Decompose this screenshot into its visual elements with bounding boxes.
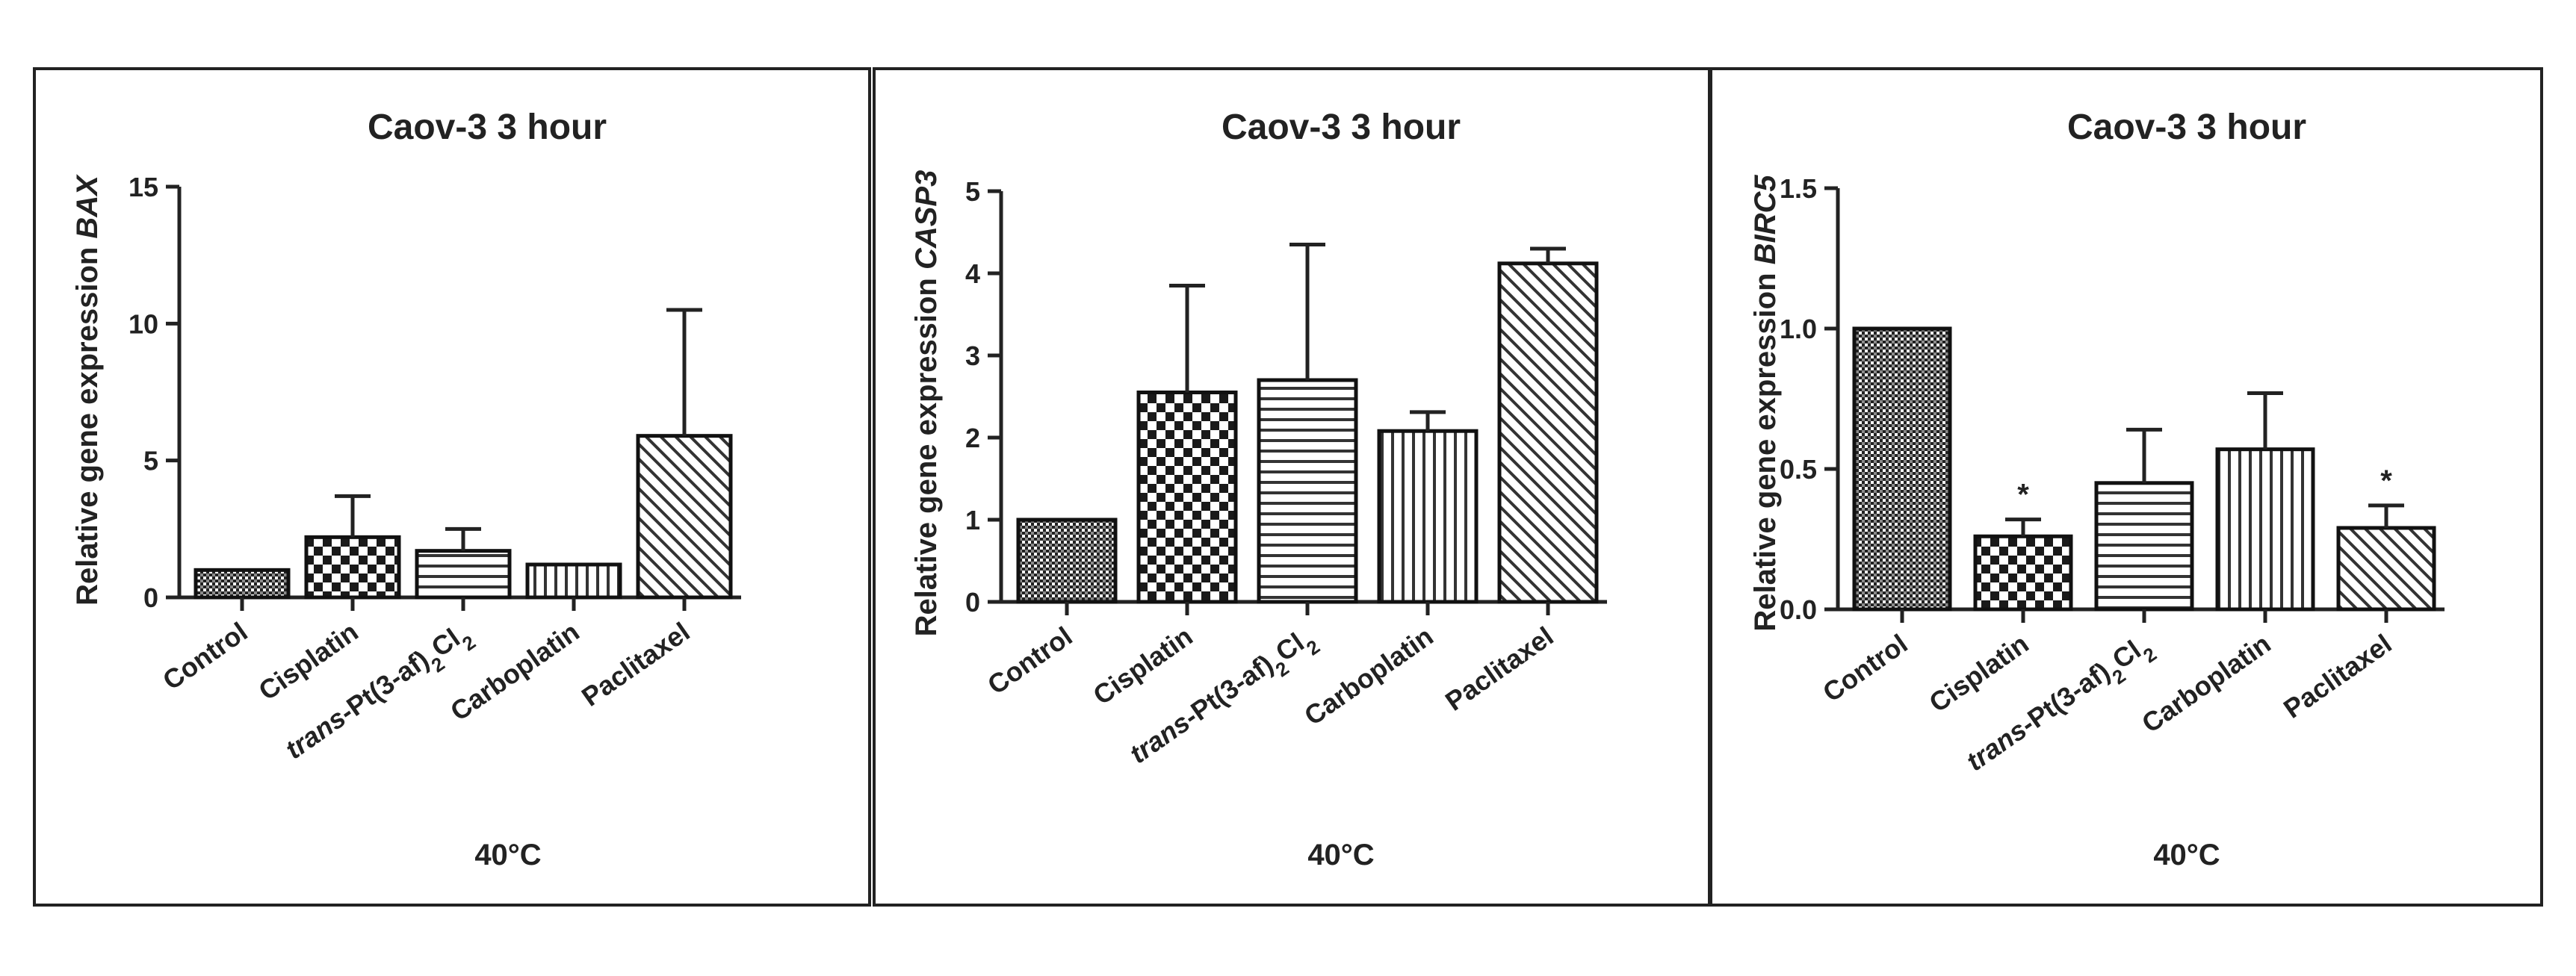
y-axis-label-bax-text: Relative gene expression [71,239,104,606]
bar-birc5-0 [1852,326,1952,612]
bar-casp3-2 [1257,378,1358,604]
x-axis-label-casp3: 40°C [1307,839,1374,871]
category-label-casp3-1: Cisplatin [1088,621,1198,711]
panel-border-bax [33,67,871,907]
y-tick-label-casp3-3: 3 [965,341,980,371]
bar-bax-1 [304,535,401,600]
y-tick-label-casp3-5: 5 [965,176,980,207]
y-tick-label-bax-1: 5 [143,446,158,476]
y-axis-label-bax-gene: BAX [71,174,104,239]
category-label-birc5-3: Carboplatin [2136,628,2276,739]
bar-birc5-2 [2094,481,2194,612]
chart-title-birc5: Caov-3 3 hour [2067,108,2306,147]
category-label-bax-2: trans-Pt(3-af)2Cl2 [279,616,480,773]
chart-title-bax: Caov-3 3 hour [368,108,607,147]
bar-birc5-1 [1973,534,2073,612]
y-tick-label-birc5-3: 1.5 [1780,173,1817,204]
category-label-casp3-4: Paclitaxel [1440,621,1559,717]
x-axis-label-bax: 40°C [474,839,541,871]
category-label-birc5-4: Paclitaxel [2278,628,2397,724]
category-label-casp3-0: Control [982,621,1077,700]
category-label-casp3-3: Carboplatin [1298,621,1438,731]
bar-bax-3 [525,562,622,600]
bar-bax-4 [636,434,733,600]
bar-birc5-3 [2215,447,2315,612]
y-tick-label-casp3-1: 1 [965,505,980,535]
panel-border-birc5 [1709,67,2543,907]
y-tick-label-bax-0: 0 [143,582,158,613]
y-tick-label-bax-3: 15 [129,172,158,202]
y-tick-label-birc5-0: 0.0 [1780,594,1817,625]
y-axis-label-casp3-text: Relative gene expression [910,270,943,636]
y-axis-label-casp3: Relative gene expression CASP3 [910,170,943,637]
category-label-bax-4: Paclitaxel [576,616,696,712]
y-tick-label-casp3-4: 4 [965,258,980,289]
y-axis-label-casp3-gene: CASP3 [910,170,943,270]
category-label-birc5-1: Cisplatin [1924,628,2034,718]
category-label-bax-0: Control [157,616,253,696]
y-axis-label-birc5: Relative gene expression BIRC5 [1749,175,1782,632]
y-axis-label-bax: Relative gene expression BAX [71,174,104,606]
plot-birc5: 0.00.51.01.5Control*Cisplatintrans-Pt(3-… [1780,173,2445,777]
bar-casp3-1 [1136,391,1238,604]
y-axis-label-birc5-gene: BIRC5 [1749,175,1782,265]
chart-title-casp3: Caov-3 3 hour [1222,108,1461,147]
bar-birc5-4 [2336,526,2436,612]
bar-bax-2 [415,549,512,600]
bar-casp3-0 [1016,517,1118,604]
y-tick-label-birc5-2: 1.0 [1780,314,1817,344]
y-tick-label-casp3-2: 2 [965,423,980,453]
bar-casp3-3 [1377,429,1479,604]
y-tick-label-bax-2: 10 [129,308,158,339]
significance-marker-birc5-4: * [2380,464,2392,497]
y-tick-label-casp3-0: 0 [965,587,980,618]
y-tick-label-birc5-1: 0.5 [1780,454,1817,485]
y-axis-label-birc5-text: Relative gene expression [1749,264,1782,631]
x-axis-label-birc5: 40°C [2153,839,2220,871]
significance-marker-birc5-1: * [2017,479,2029,512]
category-label-birc5-0: Control [1817,628,1913,708]
bar-casp3-4 [1497,261,1599,604]
bar-bax-0 [193,568,291,600]
